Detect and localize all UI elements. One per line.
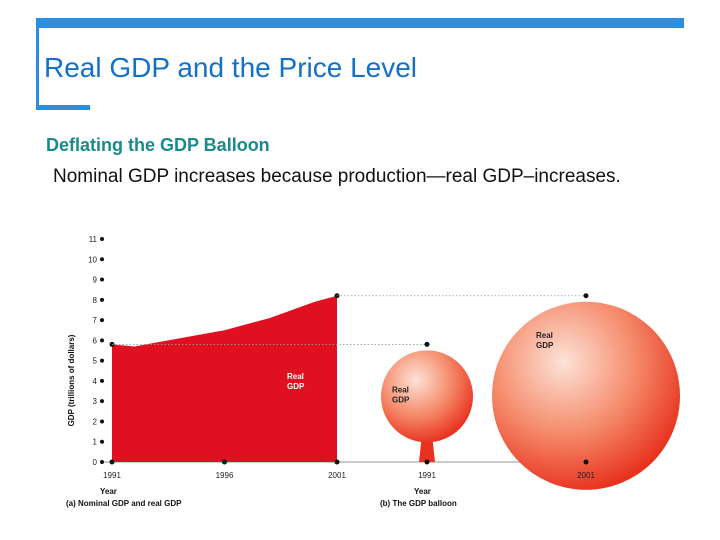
y-tick-mark (100, 257, 104, 262)
x-tick-mark (424, 459, 430, 465)
y-tick-label: 6 (93, 336, 98, 345)
panel-a-caption: (a) Nominal GDP and real GDP (66, 499, 182, 508)
panel-b-caption: (b) The GDP balloon (380, 499, 457, 508)
balloon-top-point (424, 341, 430, 347)
balloon-top-point (583, 293, 589, 299)
balloon (492, 301, 680, 490)
y-tick-mark (100, 297, 104, 302)
balloon-label-line2: GDP (392, 395, 410, 404)
area-series-label-line1: Real (287, 372, 304, 381)
y-tick-label: 7 (93, 316, 98, 325)
y-tick-label: 11 (89, 235, 98, 244)
y-tick-mark (100, 318, 104, 323)
x-axis-title: Year (414, 487, 431, 496)
slide-subheading: Deflating the GDP Balloon (46, 135, 270, 155)
y-tick-label: 10 (88, 255, 97, 264)
x-tick-mark (583, 459, 589, 465)
x-tick-label: 1991 (418, 471, 436, 480)
title-underline-accent (36, 105, 90, 110)
y-tick-mark (100, 358, 104, 363)
title-left-accent (36, 28, 39, 108)
y-tick-label: 8 (93, 296, 98, 305)
x-tick-label: 2001 (577, 471, 595, 480)
x-tick-mark (222, 459, 227, 465)
y-tick-mark (100, 277, 104, 282)
slide-title: Real GDP and the Price Level (44, 52, 418, 83)
y-tick-label: 3 (93, 397, 98, 406)
balloon-label-line2: GDP (536, 341, 554, 350)
y-tick-mark (100, 460, 104, 464)
y-tick-mark (100, 439, 104, 444)
y-tick-label: 1 (93, 438, 98, 447)
area-series-label-line2: GDP (287, 382, 305, 391)
y-tick-mark (100, 378, 104, 383)
balloon-label-line1: Real (536, 331, 553, 340)
y-axis-title: GDP (trillions of dollars) (67, 334, 76, 426)
panel-a: 0 1 2 3 4 5 6 7 8 9 10 11 GDP (trillions of dollars)… (66, 235, 600, 508)
x-tick-mark (109, 459, 115, 465)
y-tick-mark (100, 419, 104, 424)
y-tick-label: 0 (93, 458, 98, 467)
x-tick-label: 2001 (328, 471, 346, 480)
x-tick-label: 1991 (103, 471, 121, 480)
y-tick-mark (100, 237, 104, 241)
y-tick-label: 2 (93, 417, 98, 426)
header-accent-bar (36, 18, 684, 28)
y-tick-mark (100, 399, 104, 404)
slide-body-text: Nominal GDP increases because production… (53, 166, 621, 187)
y-tick-label: 4 (93, 377, 98, 386)
balloon (381, 350, 473, 443)
x-tick-mark (334, 459, 340, 465)
y-tick-mark (100, 338, 104, 343)
y-tick-label: 5 (93, 357, 98, 366)
balloon-label-line1: Real (392, 385, 409, 394)
x-tick-label: 1996 (216, 471, 234, 480)
y-tick-label: 9 (93, 276, 98, 285)
real-gdp-area (112, 295, 337, 462)
x-axis-title: Year (100, 487, 117, 496)
